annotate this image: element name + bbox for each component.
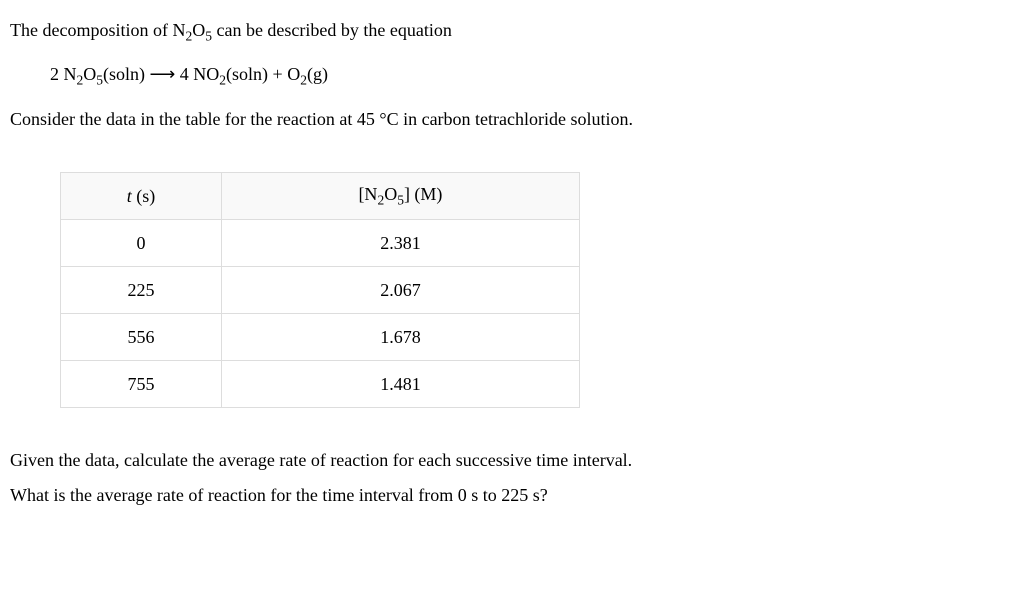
col-header-time: t (s): [61, 173, 222, 220]
equation: 2 N2O5(soln) ⟶ 4 NO2(soln) + O2(g): [50, 62, 1014, 90]
cell-time: 0: [61, 220, 222, 267]
cell-time: 225: [61, 267, 222, 314]
eq-part-3: (soln) ⟶ 4 NO: [103, 64, 219, 84]
intro-paragraph: The decomposition of N2O5 can be describ…: [10, 18, 1014, 46]
cell-conc: 1.678: [221, 314, 579, 361]
table-row: 755 1.481: [61, 361, 580, 408]
data-table: t (s) [N2O5] (M) 0 2.381 225 2.067 556 1…: [60, 172, 580, 408]
eq-part-4: (soln) + O: [226, 64, 300, 84]
cell-time: 755: [61, 361, 222, 408]
consider-paragraph: Consider the data in the table for the r…: [10, 107, 1014, 132]
col-header-conc: [N2O5] (M): [221, 173, 579, 220]
table-header-row: t (s) [N2O5] (M): [61, 173, 580, 220]
table-row: 225 2.067: [61, 267, 580, 314]
cell-conc: 1.481: [221, 361, 579, 408]
table-row: 556 1.678: [61, 314, 580, 361]
sub-5: 5: [96, 73, 103, 88]
intro-text-c: can be described by the equation: [212, 20, 452, 40]
col-header-conc-c: ] (M): [404, 184, 443, 204]
cell-time: 556: [61, 314, 222, 361]
data-table-wrap: t (s) [N2O5] (M) 0 2.381 225 2.067 556 1…: [60, 172, 1014, 408]
eq-part-1: 2 N: [50, 64, 77, 84]
sub-5: 5: [205, 29, 212, 44]
eq-part-5: (g): [307, 64, 328, 84]
col-header-time-unit: (s): [132, 186, 156, 206]
intro-text-b: O: [192, 20, 205, 40]
col-header-conc-b: O: [384, 184, 397, 204]
cell-conc: 2.067: [221, 267, 579, 314]
cell-conc: 2.381: [221, 220, 579, 267]
sub-5: 5: [397, 193, 404, 208]
intro-text-a: The decomposition of N: [10, 20, 185, 40]
col-header-conc-a: [N: [358, 184, 377, 204]
instruction-paragraph: Given the data, calculate the average ra…: [10, 448, 1014, 473]
eq-part-2: O: [83, 64, 96, 84]
table-row: 0 2.381: [61, 220, 580, 267]
question-paragraph: What is the average rate of reaction for…: [10, 483, 1014, 508]
sub-2: 2: [300, 73, 307, 88]
